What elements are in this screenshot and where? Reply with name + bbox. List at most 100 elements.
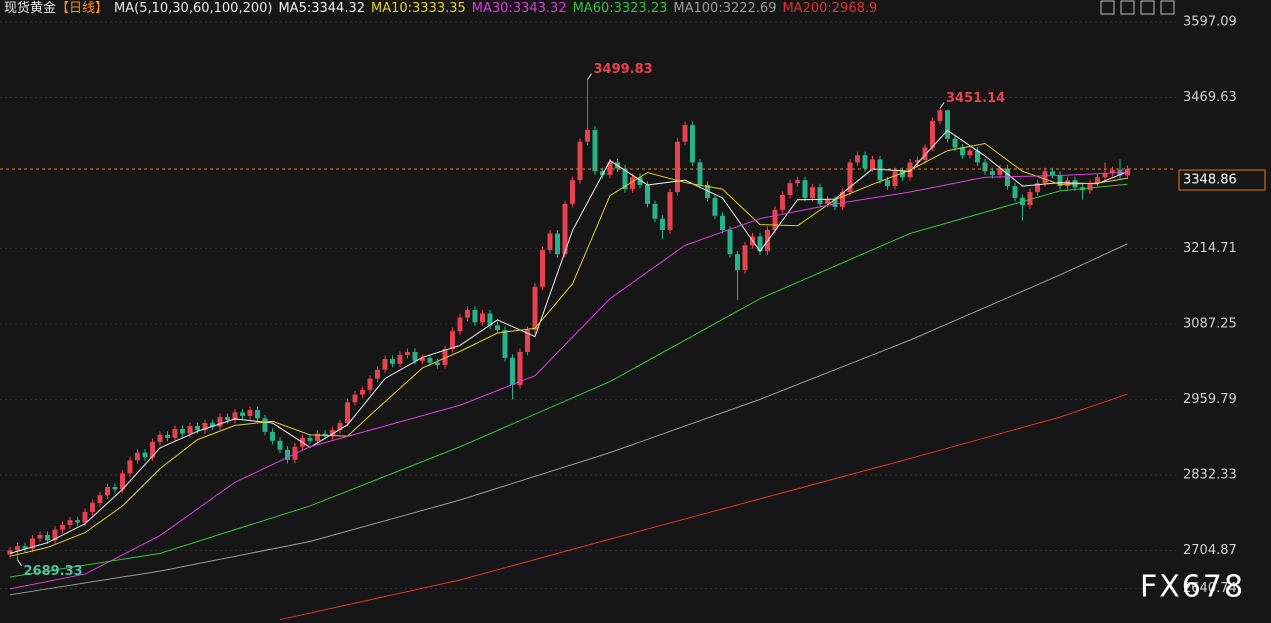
candle-body — [817, 187, 823, 204]
candle-body — [465, 309, 470, 318]
legend-item[interactable]: MA10:3333.35 — [371, 0, 466, 18]
candle-body — [585, 129, 590, 142]
legend-name: MA100: — [673, 1, 723, 16]
candle-body — [232, 412, 238, 421]
candle-body — [525, 330, 530, 352]
legend-name: MA5: — [278, 1, 312, 16]
candle-body — [720, 215, 725, 230]
watermark: FX678 — [1140, 570, 1245, 605]
candle-body — [1102, 173, 1108, 178]
candle-body — [517, 351, 523, 386]
legend-item[interactable]: MA30:3343.32 — [472, 0, 567, 18]
legend-value: 3344.32 — [311, 1, 365, 16]
candle-body — [607, 162, 613, 175]
candle-body — [540, 250, 545, 287]
candle-body — [930, 120, 935, 148]
candle-body — [330, 430, 335, 437]
candle-body — [945, 110, 950, 139]
candle-body — [450, 331, 455, 350]
candle-body — [195, 426, 200, 431]
candle-body — [292, 446, 298, 460]
candle-body — [7, 550, 13, 555]
candle-body — [82, 511, 88, 523]
ma-line — [9, 171, 1128, 590]
candle-body — [412, 351, 418, 361]
candle-body — [757, 236, 763, 252]
legend-item[interactable]: MA100:3222.69 — [673, 0, 776, 18]
candle-body — [960, 147, 965, 156]
candle-body — [1005, 168, 1010, 187]
candle-body — [142, 452, 148, 458]
annotation-leader — [939, 102, 945, 109]
candle-body — [682, 125, 688, 142]
last-price-label: 3348.86 — [1183, 173, 1237, 188]
legend-item[interactable]: MA5:3344.32 — [278, 0, 365, 18]
y-tick-label: 3597.09 — [1183, 14, 1237, 29]
indicator[interactable]: MA(5,10,30,60,100,200) — [114, 1, 273, 16]
candle-body — [1110, 170, 1115, 174]
y-tick-label: 3214.71 — [1183, 241, 1237, 256]
candle-body — [382, 359, 388, 370]
legend-name: MA60: — [572, 1, 614, 16]
candle-body — [675, 141, 680, 193]
candle-body — [990, 171, 995, 175]
candle-body — [360, 389, 365, 395]
candle-body — [667, 192, 673, 230]
candle-body — [52, 529, 58, 541]
ma-line — [9, 129, 1128, 554]
candle-body — [120, 473, 125, 490]
candle-body — [22, 546, 28, 549]
candle-body — [202, 423, 208, 431]
toolbar-icons[interactable] — [1100, 0, 1175, 15]
candle-body — [862, 155, 868, 169]
low-annotation: 2689.33 — [24, 564, 83, 579]
candle-body — [952, 138, 958, 148]
candle-body — [592, 129, 598, 172]
candle-body — [495, 325, 500, 331]
candle-body — [555, 233, 560, 255]
candle-body — [225, 417, 230, 421]
period[interactable]: 【日线】 — [56, 1, 109, 16]
candle-body — [870, 159, 875, 169]
candle-body — [787, 183, 793, 196]
candle-body — [255, 410, 260, 419]
header: 现货黄金 【日线】 MA(5,10,30,60,100,200) MA5:334… — [4, 0, 877, 18]
candle-body — [832, 199, 838, 207]
candle-body — [270, 431, 275, 441]
candle-body — [405, 351, 410, 355]
candle-body — [967, 150, 973, 156]
candle-body — [997, 168, 1003, 175]
candle-body — [352, 394, 358, 403]
candle-body — [562, 203, 568, 255]
legend-item[interactable]: MA60:3323.23 — [573, 0, 668, 18]
candle-body — [60, 524, 65, 530]
candle-body — [180, 428, 185, 434]
candle-body — [472, 309, 478, 323]
candle-body — [697, 162, 703, 185]
y-tick-label: 2640.74 — [1183, 581, 1237, 596]
plot-area: 3499.83 3451.14 2689.33 — [0, 62, 1176, 621]
candle-body — [435, 362, 440, 365]
candle-body — [157, 434, 163, 442]
candle-body — [502, 330, 508, 358]
candle-body — [652, 203, 658, 219]
candle-body — [795, 180, 800, 184]
candle-body — [307, 437, 313, 441]
candle-body — [780, 195, 785, 210]
candle-body — [150, 441, 155, 458]
candle-body — [67, 520, 73, 525]
high-annotation: 3499.83 — [594, 62, 653, 77]
candle-body — [1012, 186, 1018, 198]
price-axis: 3597.09 3469.63 3214.71 3087.25 2959.79 2832.… — [1178, 14, 1266, 596]
legend-item[interactable]: MA200:2968.9 — [782, 0, 877, 18]
candle-body — [645, 184, 650, 204]
ma-line — [279, 393, 1128, 621]
candle-body — [900, 171, 905, 178]
candle-body — [712, 197, 718, 216]
title: 现货黄金 — [4, 1, 57, 16]
candle-body — [345, 402, 350, 424]
y-tick-label: 2959.79 — [1183, 392, 1237, 407]
candle-body — [90, 502, 95, 512]
legend-value: 2968.9 — [831, 1, 878, 16]
